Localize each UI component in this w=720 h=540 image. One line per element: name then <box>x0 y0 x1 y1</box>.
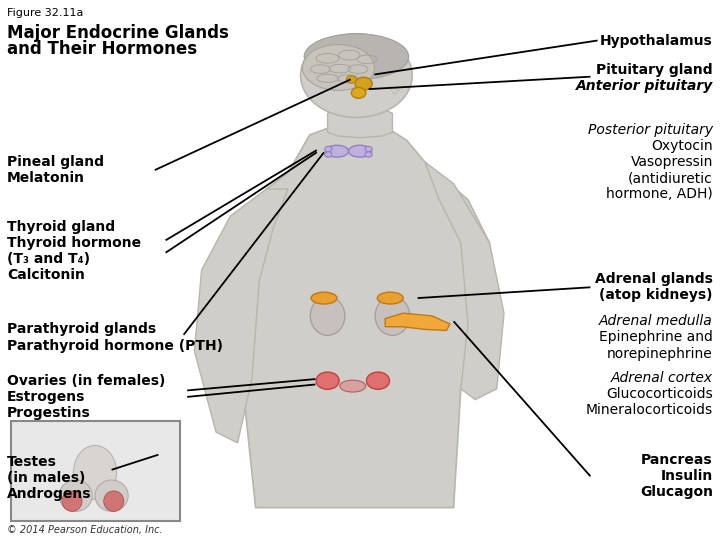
Text: Adrenal cortex: Adrenal cortex <box>611 371 713 385</box>
Text: Mineralocorticoids: Mineralocorticoids <box>585 403 713 417</box>
Polygon shape <box>385 313 450 330</box>
Circle shape <box>325 152 332 157</box>
Text: Anterior pituitary: Anterior pituitary <box>575 79 713 93</box>
Text: Vasopressin: Vasopressin <box>631 155 713 169</box>
Ellipse shape <box>310 296 345 335</box>
Text: Progestins: Progestins <box>7 406 91 420</box>
Text: Calcitonin: Calcitonin <box>7 268 85 282</box>
Ellipse shape <box>73 446 117 500</box>
Text: (in males): (in males) <box>7 471 86 485</box>
FancyBboxPatch shape <box>11 421 180 521</box>
Text: © 2014 Pearson Education, Inc.: © 2014 Pearson Education, Inc. <box>7 524 163 535</box>
Text: Glucocorticoids: Glucocorticoids <box>606 387 713 401</box>
Text: and Their Hormones: and Their Hormones <box>7 40 197 58</box>
Text: (T₃ and T₄): (T₃ and T₄) <box>7 252 90 266</box>
Text: Pancreas: Pancreas <box>642 453 713 467</box>
Text: Parathyroid glands: Parathyroid glands <box>7 322 156 336</box>
Ellipse shape <box>325 145 348 157</box>
Circle shape <box>365 146 372 152</box>
Ellipse shape <box>301 33 412 118</box>
Text: Melatonin: Melatonin <box>7 171 85 185</box>
Text: Oxytocin: Oxytocin <box>651 139 713 153</box>
Polygon shape <box>425 162 504 400</box>
Text: Insulin: Insulin <box>660 469 713 483</box>
Polygon shape <box>328 106 392 138</box>
Circle shape <box>316 372 339 389</box>
Ellipse shape <box>95 480 128 511</box>
Text: (antidiuretic: (antidiuretic <box>628 171 713 185</box>
Polygon shape <box>389 86 400 94</box>
Ellipse shape <box>302 45 374 90</box>
Ellipse shape <box>62 491 82 511</box>
Text: Testes: Testes <box>7 455 57 469</box>
Text: Thyroid hormone: Thyroid hormone <box>7 236 141 250</box>
Text: norepinephrine: norepinephrine <box>607 347 713 361</box>
Ellipse shape <box>375 296 410 335</box>
Text: Glucagon: Glucagon <box>640 485 713 500</box>
Ellipse shape <box>59 480 92 511</box>
Text: Epinephrine and: Epinephrine and <box>599 330 713 345</box>
Circle shape <box>365 152 372 157</box>
Text: Figure 32.11a: Figure 32.11a <box>7 8 84 18</box>
Ellipse shape <box>340 380 366 392</box>
Text: Adrenal medulla: Adrenal medulla <box>599 314 713 328</box>
Text: hormone, ADH): hormone, ADH) <box>606 187 713 201</box>
Ellipse shape <box>377 292 403 304</box>
Text: Pituitary gland: Pituitary gland <box>596 63 713 77</box>
Ellipse shape <box>311 292 337 304</box>
Polygon shape <box>238 122 490 508</box>
Text: Posterior pituitary: Posterior pituitary <box>588 123 713 137</box>
Text: Major Endocrine Glands: Major Endocrine Glands <box>7 24 229 42</box>
Text: Ovaries (in females): Ovaries (in females) <box>7 374 166 388</box>
Text: Androgens: Androgens <box>7 487 91 501</box>
Circle shape <box>325 146 332 152</box>
Text: Adrenal glands: Adrenal glands <box>595 272 713 286</box>
Text: (atop kidneys): (atop kidneys) <box>599 288 713 302</box>
Polygon shape <box>194 189 288 443</box>
Ellipse shape <box>104 491 124 511</box>
Text: Estrogens: Estrogens <box>7 390 86 404</box>
Ellipse shape <box>348 145 372 157</box>
Circle shape <box>366 372 390 389</box>
Circle shape <box>351 87 366 98</box>
Text: Parathyroid hormone (PTH): Parathyroid hormone (PTH) <box>7 339 223 353</box>
Text: Thyroid gland: Thyroid gland <box>7 220 115 234</box>
Text: Pineal gland: Pineal gland <box>7 155 104 169</box>
Ellipse shape <box>304 33 409 80</box>
Circle shape <box>355 77 372 90</box>
Circle shape <box>346 76 356 83</box>
Text: Hypothalamus: Hypothalamus <box>600 33 713 48</box>
